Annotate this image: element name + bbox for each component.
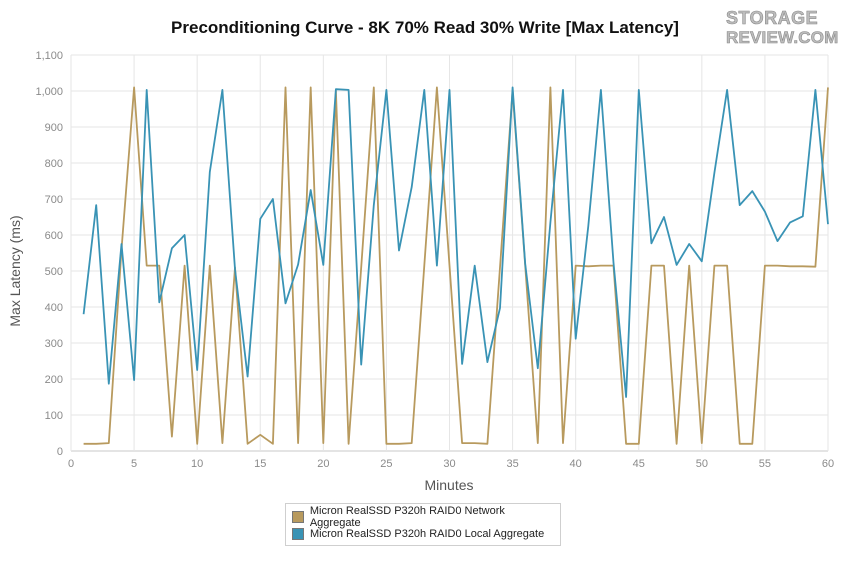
legend-label-local: Micron RealSSD P320h RAID0 Local Aggrega…: [310, 527, 545, 540]
x-tick-label: 45: [633, 458, 645, 470]
y-tick-label: 800: [45, 158, 63, 170]
svg-text:REVIEW.COM: REVIEW.COM: [726, 28, 839, 47]
y-tick-label: 1,100: [35, 50, 63, 62]
x-tick-label: 40: [570, 458, 582, 470]
y-tick-label: 200: [45, 374, 63, 386]
y-axis-ticks: 0 100 200 300 400 500 600 700 800 900 1,000 1,100: [35, 50, 63, 458]
legend-label-network: Micron RealSSD P320h RAID0 Network Aggre…: [309, 504, 505, 529]
series-lines: [82, 86, 829, 445]
x-tick-label: 10: [191, 458, 203, 470]
x-tick-label: 55: [759, 458, 771, 470]
series-line-network: [83, 86, 829, 445]
y-tick-label: 500: [45, 266, 63, 278]
y-axis-label: Max Latency (ms): [7, 215, 23, 326]
x-axis-ticks: 0 5 10 15 20 25 30 35 40 45 50 55 60: [68, 458, 834, 470]
chart-title: Preconditioning Curve - 8K 70% Read 30% …: [171, 18, 679, 37]
x-tick-label: 50: [696, 458, 708, 470]
y-tick-label: 400: [45, 302, 63, 314]
svg-text:STORAGE: STORAGE: [726, 8, 818, 28]
y-tick-label: 600: [45, 230, 63, 242]
x-tick-label: 0: [68, 458, 74, 470]
x-tick-label: 20: [317, 458, 329, 470]
y-tick-label: 300: [45, 338, 63, 350]
y-tick-label: 700: [45, 194, 63, 206]
legend-swatch-local: [292, 527, 304, 540]
legend-swatch-network: [292, 510, 304, 523]
x-tick-label: 15: [254, 458, 266, 470]
y-tick-label: 0: [57, 446, 63, 458]
legend-item-network: Micron RealSSD P320h RAID0 Network Aggre…: [292, 505, 554, 529]
chart-legend: Micron RealSSD P320h RAID0 Network Aggre…: [285, 503, 561, 546]
series-line-local: [82, 86, 829, 398]
x-tick-label: 35: [506, 458, 518, 470]
x-tick-label: 30: [443, 458, 455, 470]
x-tick-label: 5: [131, 458, 137, 470]
y-tick-label: 100: [45, 410, 63, 422]
legend-item-local: Micron RealSSD P320h RAID0 Local Aggrega…: [292, 525, 554, 542]
y-tick-label: 1,000: [35, 86, 63, 98]
storagereview-logo: STORAGE REVIEW.COM: [726, 8, 839, 48]
x-tick-label: 60: [822, 458, 834, 470]
x-tick-label: 25: [380, 458, 392, 470]
y-tick-label: 900: [45, 122, 63, 134]
x-axis-label: Minutes: [424, 477, 473, 493]
